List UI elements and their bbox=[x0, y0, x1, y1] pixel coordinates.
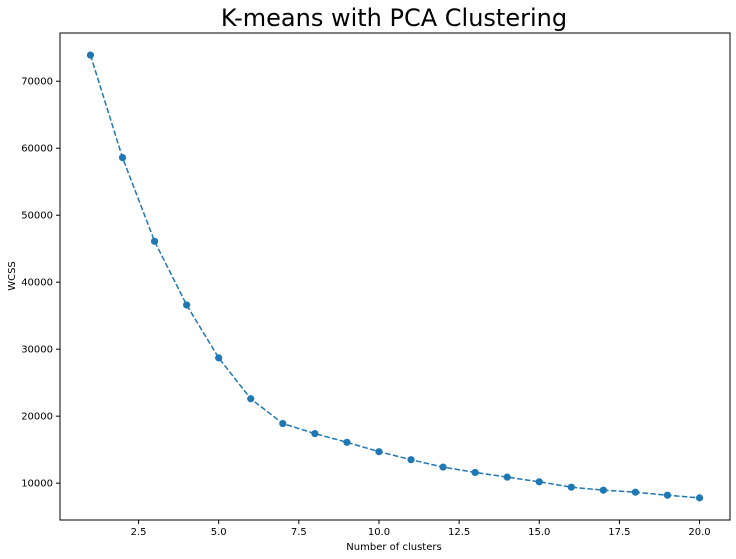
y-tick-label: 50000 bbox=[21, 211, 53, 222]
x-tick-label: 17.5 bbox=[608, 527, 630, 538]
y-tick-label: 40000 bbox=[21, 278, 53, 289]
y-tick-label: 10000 bbox=[21, 479, 53, 490]
x-tick-label: 2.5 bbox=[131, 527, 147, 538]
data-point bbox=[631, 488, 640, 496]
data-point bbox=[343, 438, 351, 446]
data-point bbox=[279, 419, 287, 428]
data-point bbox=[471, 468, 479, 477]
data-point bbox=[183, 301, 191, 309]
y-tick-label: 60000 bbox=[21, 144, 53, 155]
data-point bbox=[247, 395, 255, 403]
series-layer bbox=[86, 51, 704, 502]
y-axis-label: WCSS bbox=[7, 261, 18, 291]
plot-frame bbox=[59, 32, 731, 521]
x-tick-label: 20.0 bbox=[688, 527, 710, 538]
data-point bbox=[407, 456, 415, 464]
y-tick-label: 20000 bbox=[21, 412, 53, 423]
data-point bbox=[439, 463, 447, 471]
data-point bbox=[375, 448, 383, 456]
x-tick-label: 12.5 bbox=[448, 527, 470, 538]
data-point bbox=[535, 478, 543, 486]
x-tick-label: 10.0 bbox=[368, 527, 390, 538]
data-point bbox=[503, 473, 511, 481]
series-line bbox=[89, 54, 700, 499]
data-point bbox=[86, 51, 95, 59]
x-axis: 2.5 5.0 7.5 10.0 12.5 15.0 17.5 20.0 bbox=[131, 520, 711, 538]
y-axis: 10000 20000 30000 40000 50000 60000 70000 bbox=[21, 77, 60, 490]
data-point bbox=[599, 486, 607, 494]
data-point bbox=[215, 354, 223, 362]
y-tick-label: 70000 bbox=[21, 77, 53, 88]
data-point bbox=[695, 494, 704, 502]
x-axis-label: Number of clusters bbox=[346, 542, 441, 553]
x-tick-label: 7.5 bbox=[291, 527, 307, 538]
x-tick-label: 5.0 bbox=[211, 527, 227, 538]
y-tick-label: 30000 bbox=[21, 345, 53, 356]
data-point bbox=[118, 154, 127, 162]
data-point bbox=[150, 237, 159, 245]
data-point bbox=[567, 483, 575, 491]
chart-title: K-means with PCA Clustering bbox=[221, 4, 567, 32]
data-point bbox=[311, 429, 319, 438]
plot-area bbox=[60, 33, 730, 520]
data-point bbox=[663, 491, 672, 499]
x-tick-label: 15.0 bbox=[528, 527, 550, 538]
